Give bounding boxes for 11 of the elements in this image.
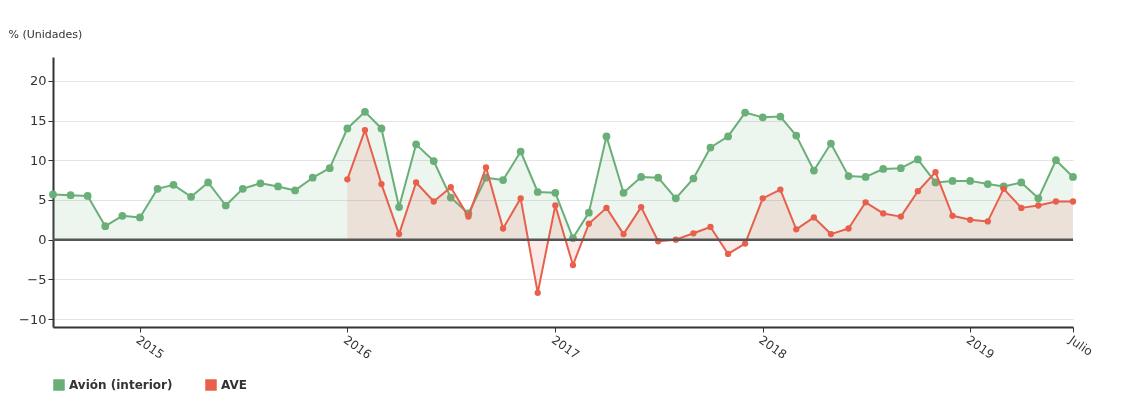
y-tick-label: 0 — [38, 232, 47, 248]
legend-label: Avión (interior) — [69, 378, 173, 392]
y-axis-title: % (Unidades) — [8, 27, 83, 41]
y-tick-label: −5 — [27, 271, 47, 287]
y-tick-label: 5 — [38, 192, 47, 208]
y-tick-label: −10 — [19, 311, 47, 327]
y-tick-label: 10 — [29, 152, 47, 168]
y-tick-label: 20 — [29, 73, 47, 89]
y-tick-label: 15 — [29, 113, 47, 129]
x-tick-label: Julio — [1065, 332, 1096, 359]
legend-label: AVE — [221, 378, 247, 392]
